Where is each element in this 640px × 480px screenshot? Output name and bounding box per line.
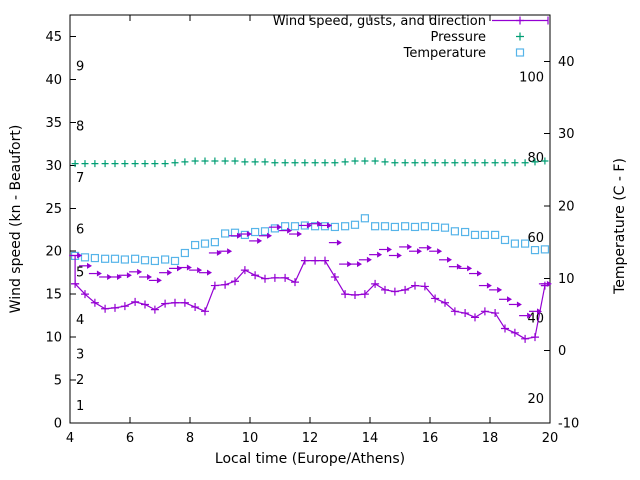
svg-text:100: 100 [519,70,544,85]
svg-text:-10: -10 [558,417,579,432]
svg-text:45: 45 [45,30,62,45]
svg-text:7: 7 [76,171,84,186]
svg-text:0: 0 [54,417,62,432]
x-axis-title: Local time (Europe/Athens) [214,451,406,467]
legend-entry-temperature: Temperature [403,46,525,61]
svg-text:40: 40 [527,312,544,327]
svg-text:1: 1 [76,399,84,414]
temperature-series [70,214,550,266]
wind-speed-series [71,256,549,343]
svg-text:10: 10 [242,431,259,446]
svg-text:20: 20 [45,245,62,260]
svg-text:35: 35 [45,116,62,131]
svg-text:5: 5 [76,266,84,281]
svg-text:Pressure: Pressure [430,30,486,45]
beaufort-scale-labels: 1 2 3 4 5 6 7 8 9 [76,60,84,414]
svg-text:8: 8 [76,120,84,135]
svg-text:10: 10 [45,331,62,346]
svg-text:80: 80 [527,151,544,166]
svg-text:0: 0 [558,344,566,359]
svg-text:60: 60 [527,231,544,246]
pressure-series [71,157,549,168]
fahrenheit-scale-labels: 100 80 60 40 20 [519,70,544,407]
legend-entry-wind: Wind speed, gusts, and direction [273,14,549,29]
svg-text:2: 2 [76,373,84,388]
y-axis-right-title: Temperature (C - F) [612,158,628,294]
svg-text:20: 20 [527,392,544,407]
y-axis-left-title: Wind speed (kn - Beaufort) [8,124,24,314]
y-axis-left: 0 5 10 15 20 25 30 35 40 45 [45,30,76,432]
svg-text:20: 20 [558,199,575,214]
svg-text:10: 10 [558,272,575,287]
svg-text:Temperature: Temperature [403,46,486,61]
svg-text:4: 4 [66,431,74,446]
legend-entry-pressure: Pressure [430,30,524,45]
svg-text:4: 4 [76,313,84,328]
svg-text:14: 14 [362,431,379,446]
svg-text:15: 15 [45,288,62,303]
svg-text:6: 6 [126,431,134,446]
svg-text:5: 5 [54,374,62,389]
svg-text:40: 40 [558,55,575,70]
svg-text:Wind speed, gusts, and directi: Wind speed, gusts, and direction [273,14,486,29]
svg-text:9: 9 [76,60,84,75]
x-axis: 4 6 8 10 12 14 16 18 20 [66,15,558,446]
svg-text:12: 12 [302,431,319,446]
wind-range-bars [71,254,549,287]
svg-text:20: 20 [542,431,559,446]
gust-direction-series [69,220,552,319]
svg-text:30: 30 [558,127,575,142]
svg-text:40: 40 [45,73,62,88]
legend: Wind speed, gusts, and directionPressure… [273,14,549,61]
svg-text:3: 3 [76,347,84,362]
axes [69,14,551,424]
svg-text:30: 30 [45,159,62,174]
svg-text:8: 8 [186,431,194,446]
svg-text:16: 16 [422,431,439,446]
svg-text:6: 6 [76,223,84,238]
y-axis-right: -10 0 10 20 30 40 [544,55,579,432]
svg-text:25: 25 [45,202,62,217]
svg-text:18: 18 [482,431,499,446]
